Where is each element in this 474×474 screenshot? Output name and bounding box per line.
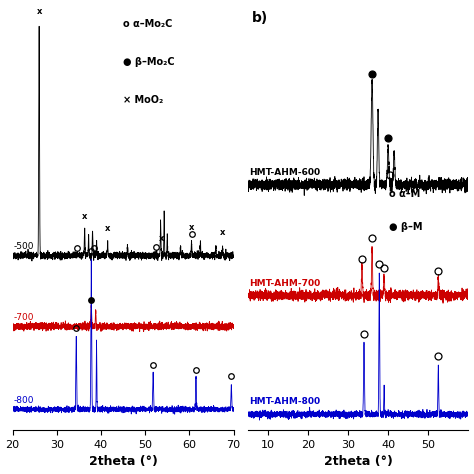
Text: x: x	[220, 228, 225, 237]
Text: o α–Mo₂C: o α–Mo₂C	[123, 19, 173, 29]
Text: x: x	[36, 7, 42, 16]
Text: HMT-AHM-800: HMT-AHM-800	[249, 397, 320, 406]
Text: -500: -500	[13, 243, 34, 252]
X-axis label: 2theta (°): 2theta (°)	[324, 456, 392, 468]
Text: ● β–Mo₂C: ● β–Mo₂C	[123, 57, 175, 67]
Text: b): b)	[252, 10, 268, 25]
Text: ● β–M: ● β–M	[389, 222, 422, 232]
Text: x: x	[82, 211, 87, 220]
Text: × MoO₂: × MoO₂	[123, 95, 164, 105]
Text: -700: -700	[13, 313, 34, 322]
Text: x: x	[159, 234, 164, 243]
Text: HMT-AHM-700: HMT-AHM-700	[249, 279, 320, 288]
X-axis label: 2theta (°): 2theta (°)	[89, 456, 157, 468]
Text: o α–M: o α–M	[389, 189, 420, 199]
Text: x: x	[189, 223, 194, 232]
Text: HMT-AHM-600: HMT-AHM-600	[249, 168, 320, 177]
Text: x: x	[105, 224, 110, 233]
Text: -800: -800	[13, 396, 34, 405]
